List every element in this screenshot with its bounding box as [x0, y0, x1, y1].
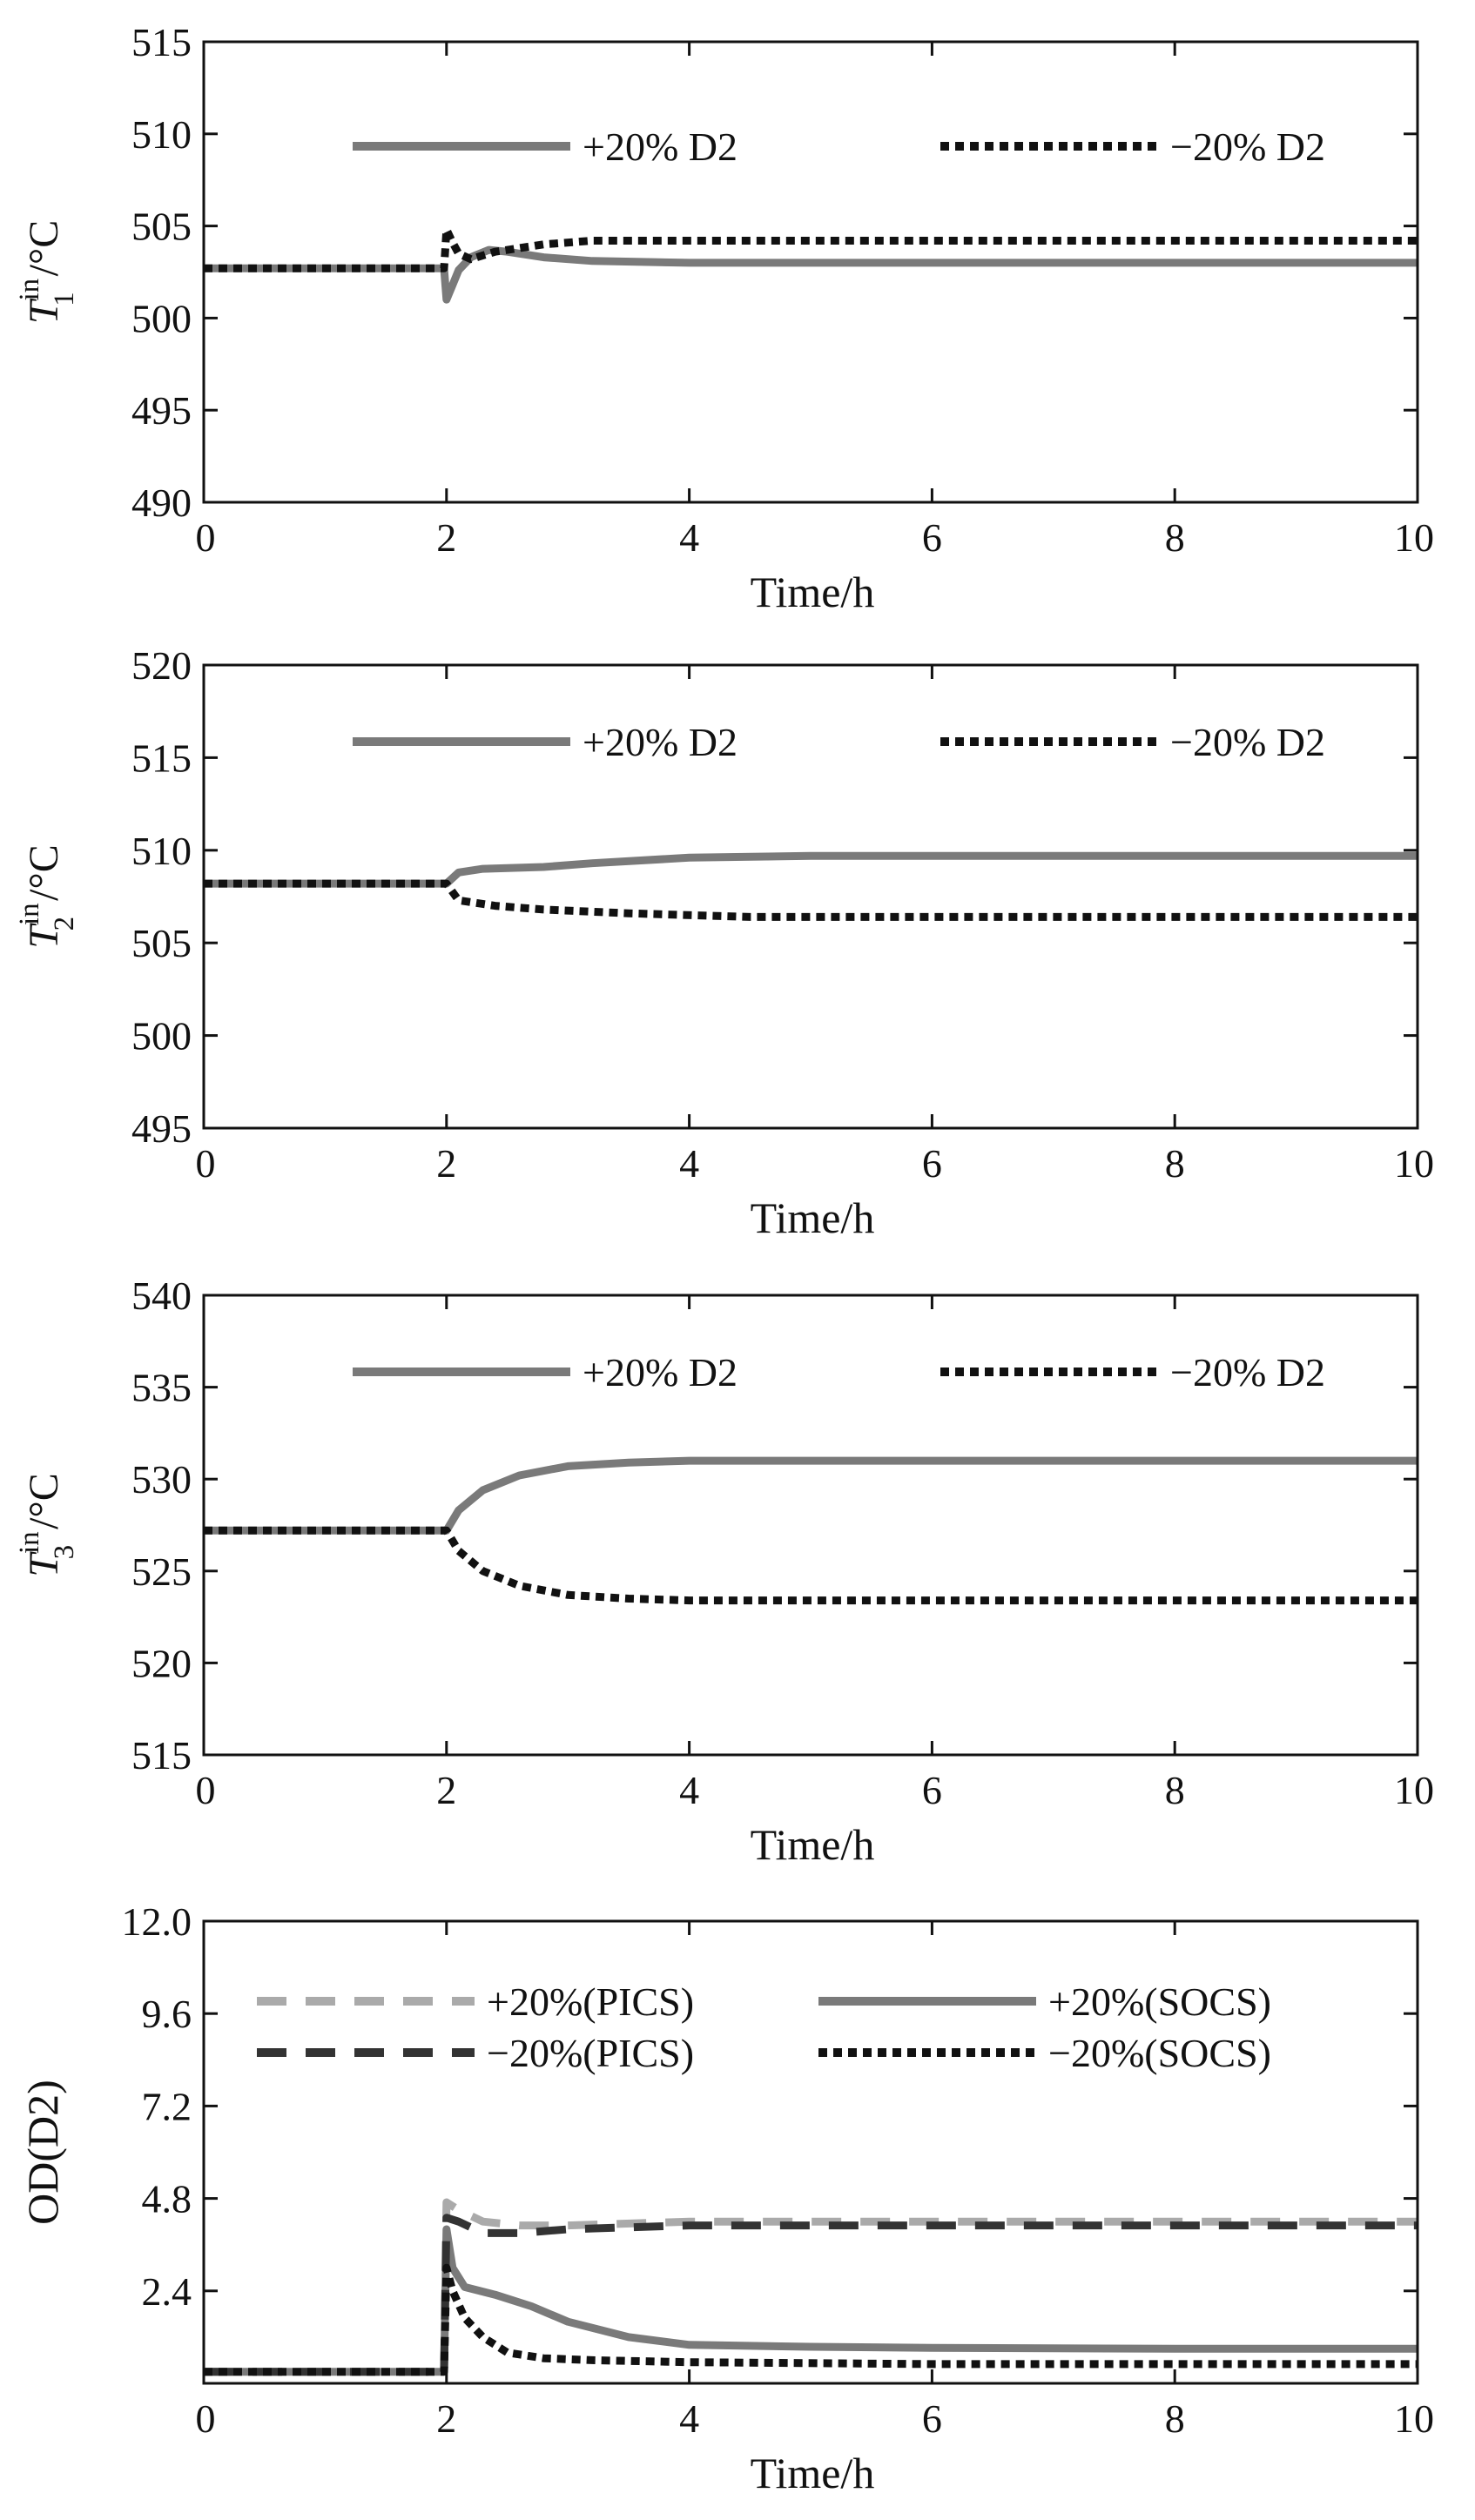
plot-frame: [202, 1294, 1419, 1757]
x-tick-label: 8: [1165, 515, 1185, 560]
y-tick-label: 515: [131, 20, 192, 64]
x-tick-label: 0: [196, 2396, 216, 2441]
y-tick-label: 505: [131, 205, 192, 249]
y-axis-label: OD(D2): [18, 2080, 67, 2225]
y-tick-label: 530: [131, 1457, 192, 1502]
y-label-subscript: 2: [49, 917, 80, 931]
y-label-symbol: T: [21, 923, 67, 949]
y-label-symbol: T: [21, 1551, 67, 1577]
x-tick-label: 8: [1165, 1768, 1185, 1812]
x-axis-label: Time/h: [751, 1820, 875, 1869]
legend-label: −20% D2: [1170, 124, 1325, 169]
y-tick-label: 515: [131, 736, 192, 780]
legend-label: −20% D2: [1170, 1350, 1325, 1394]
x-tick-label: 10: [1394, 1768, 1434, 1812]
y-tick-label: 500: [131, 296, 192, 340]
y-label-subscript: 3: [49, 1545, 80, 1560]
x-tick-label: 2: [436, 2396, 456, 2441]
x-axis-label: Time/h: [751, 1193, 875, 1242]
y-tick-label: 510: [131, 112, 192, 157]
x-axis-label: Time/h: [751, 568, 875, 616]
y-tick-label: 540: [131, 1273, 192, 1318]
x-tick-label: 0: [196, 1141, 216, 1186]
y-label-subscript: 1: [49, 292, 80, 306]
legend-label: +20% D2: [583, 1350, 738, 1394]
y-label-unit: /°C: [21, 220, 67, 277]
x-tick-label: 6: [922, 1768, 942, 1812]
y-label-unit: /°C: [21, 844, 67, 901]
x-tick-label: 2: [436, 1768, 456, 1812]
x-tick-label: 10: [1394, 515, 1434, 560]
y-label-superscript: in: [14, 1531, 45, 1554]
series-line-1: [204, 1456, 1418, 1535]
series-line-1: [204, 851, 1418, 888]
y-tick-label: 7.2: [142, 2084, 192, 2128]
y-tick-label: 515: [131, 1733, 192, 1777]
y-tick-label: 2.4: [142, 2269, 192, 2314]
chart-panel-t2: Time/h Tin 2 /°C 0 2 4 6 8 10 495 500 505 510 515 520…: [14, 643, 1434, 1242]
y-label-superscript: in: [14, 903, 45, 925]
y-axis-label: Tin 3 /°C: [14, 1473, 80, 1576]
series-line-4: [204, 2263, 1418, 2376]
x-tick-label: 0: [196, 515, 216, 560]
y-tick-label: 12.0: [122, 1899, 192, 1944]
x-tick-label: 10: [1394, 2396, 1434, 2441]
y-tick-label: 510: [131, 829, 192, 873]
y-tick-label: 535: [131, 1366, 192, 1410]
x-tick-label: 6: [922, 515, 942, 560]
y-tick-label: 520: [131, 643, 192, 688]
x-tick-label: 10: [1394, 1141, 1434, 1186]
y-label-unit: /°C: [21, 1473, 67, 1529]
x-tick-label: 4: [679, 1141, 699, 1186]
y-axis-label: Tin 1 /°C: [14, 220, 80, 324]
legend-label: −20% D2: [1170, 720, 1325, 764]
y-tick-label: 9.6: [142, 1992, 192, 2036]
y-tick-label: 500: [131, 1014, 192, 1058]
legend-label: +20% D2: [583, 124, 738, 169]
y-tick-label: 525: [131, 1549, 192, 1594]
y-tick-label: 495: [131, 388, 192, 433]
x-tick-label: 4: [679, 1768, 699, 1812]
x-tick-label: 2: [436, 515, 456, 560]
y-axis-label: Tin 2 /°C: [14, 844, 80, 948]
x-tick-label: 4: [679, 2396, 699, 2441]
plot-frame: [202, 663, 1419, 1130]
y-tick-label: 520: [131, 1641, 192, 1685]
x-tick-label: 8: [1165, 1141, 1185, 1186]
legend-label: +20% D2: [583, 720, 738, 764]
x-tick-label: 8: [1165, 2396, 1185, 2441]
legend-label: +20%(SOCS): [1048, 1979, 1271, 2024]
series-line-2: [204, 1526, 1418, 1605]
x-tick-label: 0: [196, 1768, 216, 1812]
series-line-2: [204, 879, 1418, 921]
chart-panel-t1: Time/h Tin 1 /°C 0 2 4 6 8 10 490 495 500 505 510 515…: [14, 20, 1434, 616]
plot-frame: [202, 40, 1419, 504]
x-tick-label: 4: [679, 515, 699, 560]
y-label-superscript: in: [14, 279, 45, 301]
y-label-symbol: T: [21, 298, 67, 324]
y-tick-label: 505: [131, 921, 192, 965]
series-line-2: [204, 225, 1418, 272]
x-axis-label: Time/h: [751, 2449, 875, 2497]
x-tick-label: 2: [436, 1141, 456, 1186]
chart-panel-od: Time/h OD(D2) 0 2 4 6 8 10 2.4 4.8 7.2 9.6 12.0 +20…: [18, 1899, 1434, 2497]
legend-label: −20%(PICS): [487, 2031, 694, 2075]
plot-frame: [202, 1919, 1419, 2385]
legend-label: +20%(PICS): [487, 1979, 694, 2024]
y-tick-label: 4.8: [142, 2177, 192, 2221]
y-tick-label: 490: [131, 480, 192, 525]
x-tick-label: 6: [922, 1141, 942, 1186]
series-line-2: [204, 2225, 1418, 2376]
legend-label: −20%(SOCS): [1048, 2031, 1271, 2075]
x-tick-label: 6: [922, 2396, 942, 2441]
chart-panel-t3: Time/h Tin 3 /°C 0 2 4 6 8 10 515 520 525 530 535 540…: [14, 1273, 1434, 1869]
y-tick-label: 495: [131, 1106, 192, 1151]
